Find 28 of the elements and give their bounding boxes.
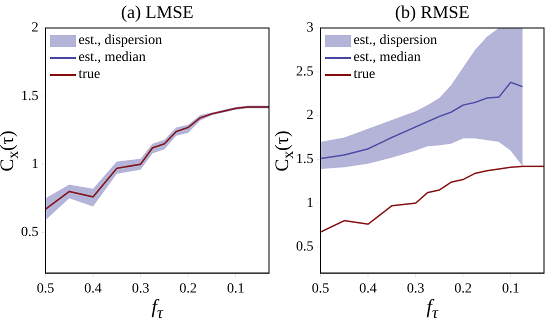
legend-label: true — [354, 66, 376, 83]
annotation: est., dispersion — [354, 32, 438, 49]
x-tick-label: 0.1 — [502, 281, 520, 296]
y-tick-label: 1.5 — [296, 152, 314, 168]
x-tick-label: 0.3 — [132, 281, 150, 296]
y-tick-label: 0.5 — [21, 225, 38, 240]
chart-title: (a) LMSE — [120, 2, 194, 23]
y-tick-label: 2.5 — [296, 64, 314, 80]
x-tick-label: 0.4 — [84, 281, 102, 296]
x-axis-title: f$_{τ}$ — [425, 296, 440, 323]
x-tick-label: 0.4 — [359, 281, 377, 296]
chart-title: (b) RMSE — [394, 2, 470, 23]
y-tick-label: 2 — [32, 20, 38, 36]
y-tick-label: 3 — [306, 20, 314, 36]
x-tick-label: 0.2 — [179, 281, 197, 296]
legend-label: est., median — [354, 49, 421, 66]
y-tick-label: 0.5 — [296, 240, 314, 255]
x-tick-label: 0.3 — [406, 281, 424, 296]
x-tick-label: 0.2 — [454, 281, 472, 296]
legend-label: est., median — [78, 49, 146, 66]
y-tick-label: 2 — [306, 108, 314, 124]
annotation: est., dispersion — [78, 32, 162, 49]
x-tick-label: 0.1 — [226, 281, 244, 296]
y-tick-label: 1 — [306, 196, 314, 211]
x-axis-title: f$_{τ}$ — [150, 296, 164, 323]
legend-label: true — [78, 66, 100, 83]
y-tick-label: 1.5 — [21, 88, 38, 104]
y-tick-label: 1 — [32, 156, 38, 172]
